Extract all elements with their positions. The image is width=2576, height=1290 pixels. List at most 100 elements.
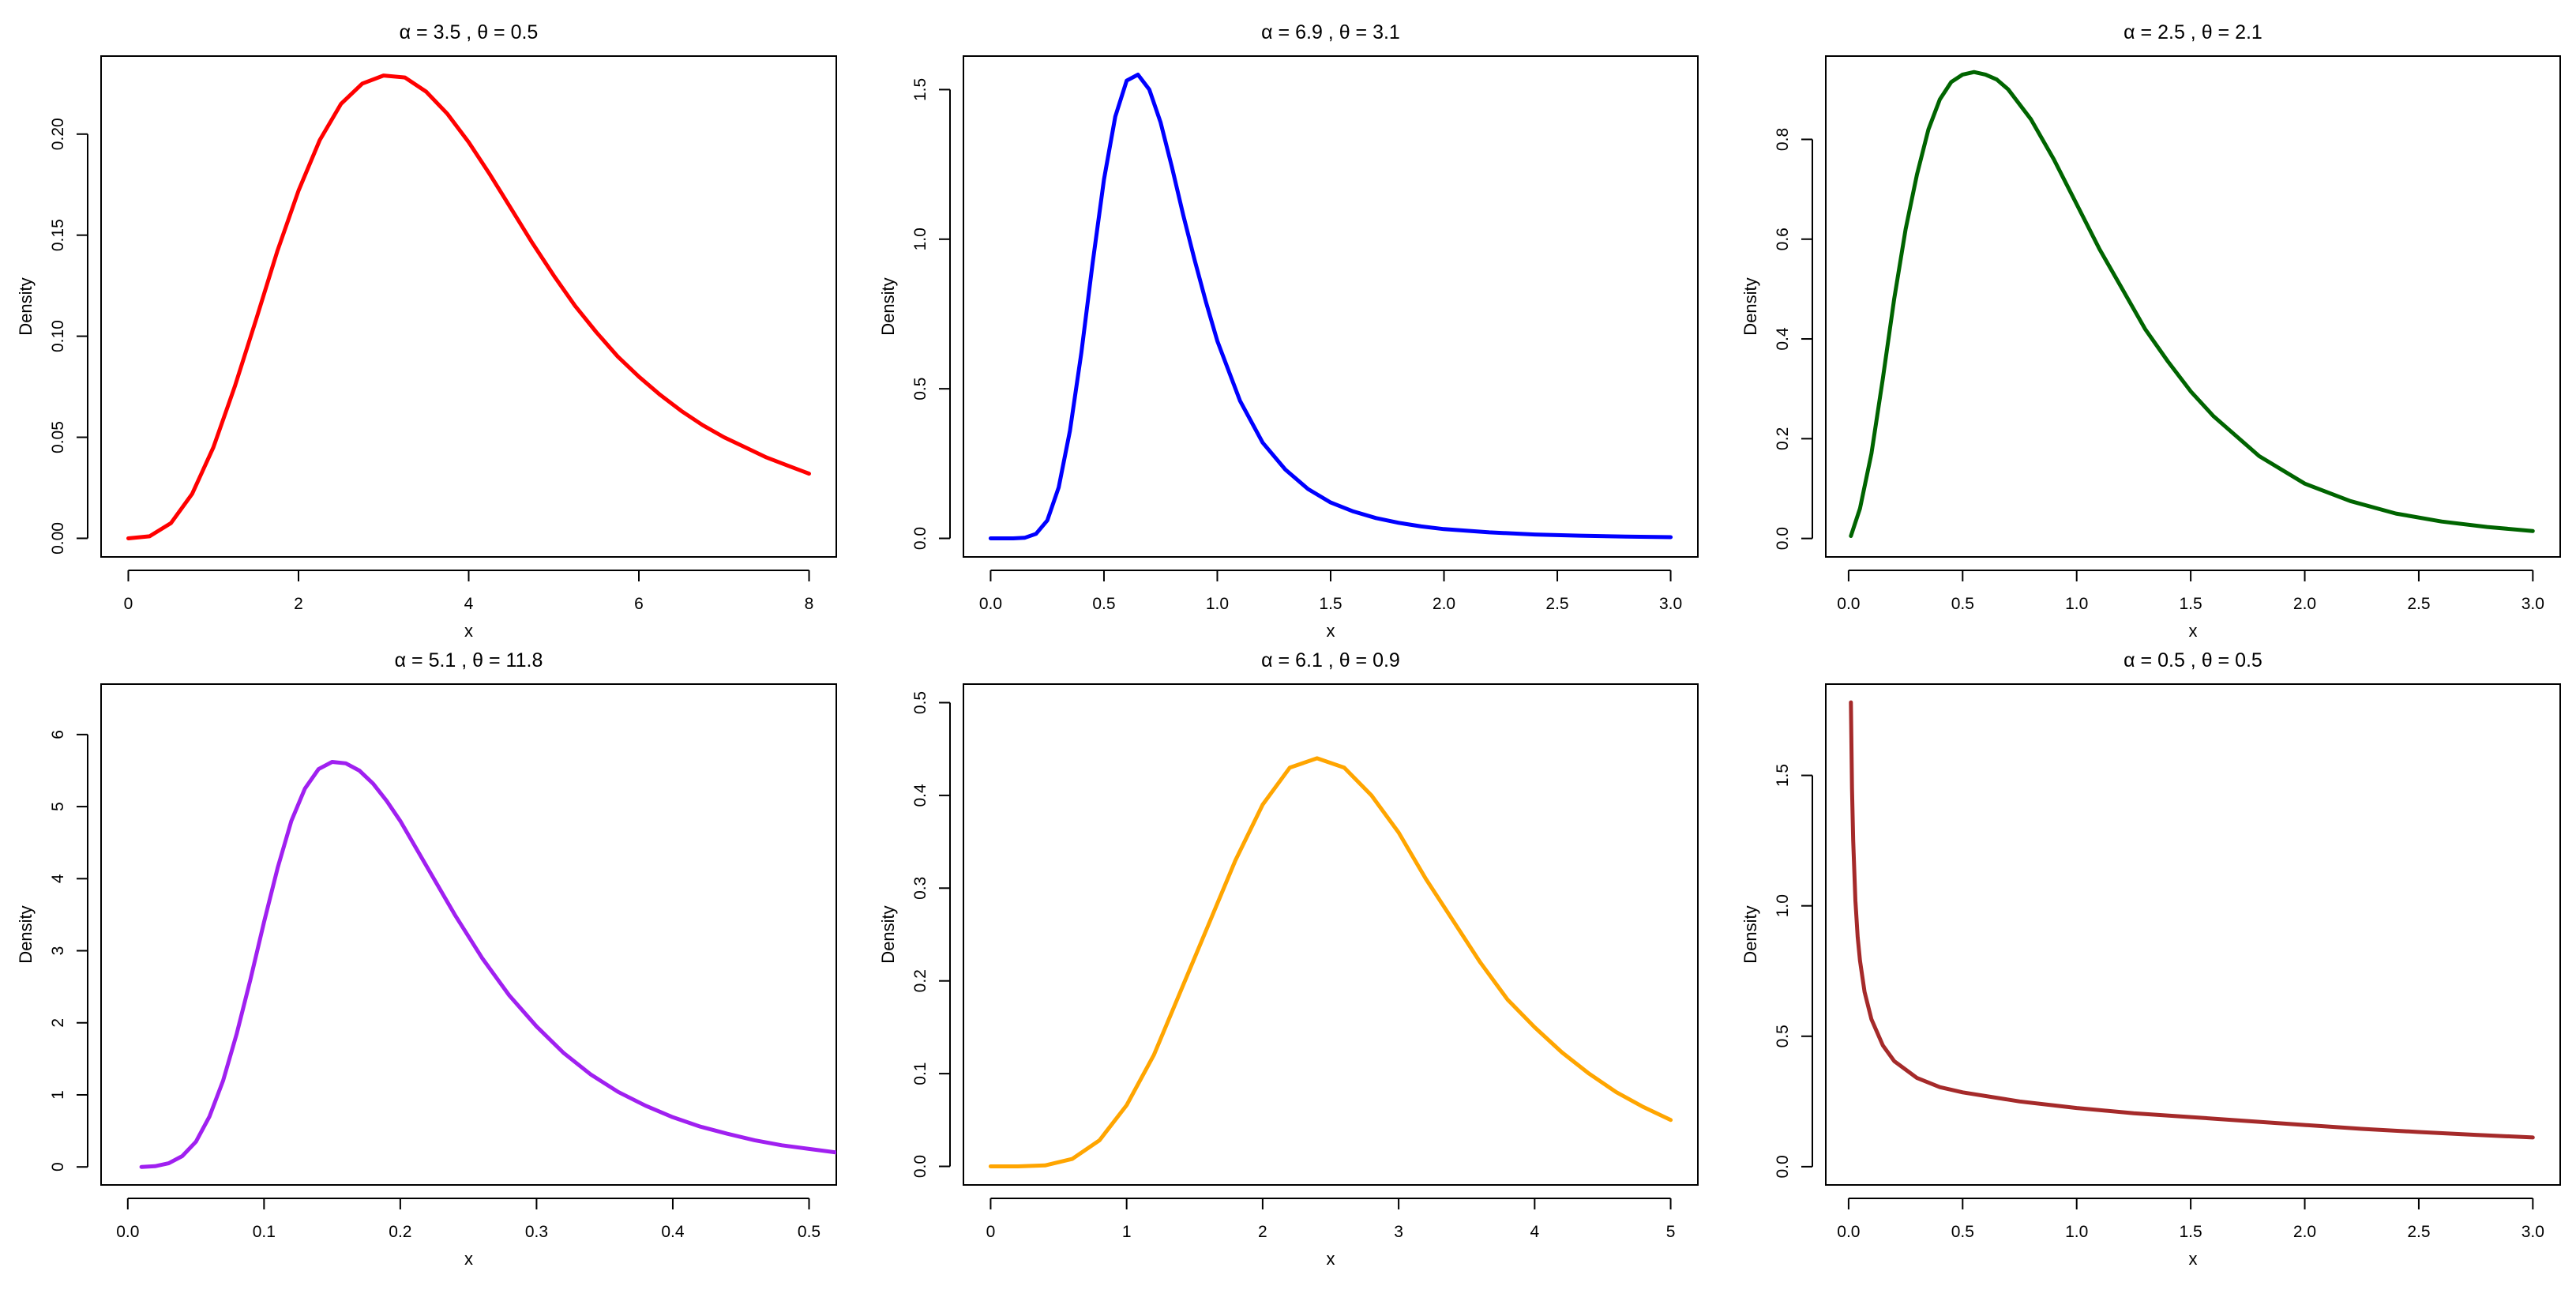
x-tick-label: 0 bbox=[124, 595, 133, 613]
x-axis-label: x bbox=[1327, 1249, 1335, 1269]
panel-2: 0.0 0.5 1.0 1.5 2.0 2.5 3.0 0.0 0.5 1.0 1.5 α = 6.9… bbox=[878, 21, 1699, 641]
plot-frame bbox=[963, 55, 1699, 558]
y-tick-label: 0.5 bbox=[1774, 1025, 1792, 1047]
y-tick-label: 3 bbox=[49, 946, 67, 956]
panel-3: 0.0 0.5 1.0 1.5 2.0 2.5 3.0 0.0 0.2 0.4 0.6 0.8 α = … bbox=[1740, 21, 2561, 641]
y-tick-label: 0.0 bbox=[1774, 1155, 1792, 1178]
y-axis-label: Density bbox=[1740, 277, 1760, 335]
x-tick-label: 3.0 bbox=[1659, 595, 1682, 613]
x-axis-label: x bbox=[464, 1249, 473, 1269]
y-tick-label: 0.4 bbox=[911, 784, 929, 807]
y-tick-label: 0.2 bbox=[911, 969, 929, 992]
y-tick-label: 4 bbox=[49, 874, 67, 883]
x-tick-label: 3 bbox=[1394, 1223, 1403, 1241]
x-tick-label: 0.0 bbox=[1837, 1223, 1860, 1241]
y-tick-label: 1.5 bbox=[1774, 764, 1792, 787]
y-tick-label: 0.1 bbox=[911, 1062, 929, 1085]
x-tick-label: 1.0 bbox=[2065, 1223, 2088, 1241]
x-tick-label: 4 bbox=[464, 595, 474, 613]
panel-5: 0 1 2 3 4 5 0.0 0.1 0.2 0.3 0.4 0.5 α = 6.1 , θ = 0.… bbox=[878, 649, 1699, 1269]
x-tick-label: 2.0 bbox=[2293, 595, 2316, 613]
x-tick-label: 0.2 bbox=[389, 1223, 411, 1241]
x-tick-label: 0.5 bbox=[1092, 595, 1115, 613]
x-tick-label: 2.5 bbox=[1545, 595, 1568, 613]
x-tick-label: 0.5 bbox=[1951, 1223, 1974, 1241]
x-tick-label: 2 bbox=[294, 595, 303, 613]
x-tick-label: 2.0 bbox=[1433, 595, 1455, 613]
x-tick-label: 0.0 bbox=[979, 595, 1002, 613]
x-tick-label: 1.5 bbox=[2180, 1223, 2202, 1241]
x-tick-label: 2 bbox=[1258, 1223, 1267, 1241]
plot-frame bbox=[1825, 683, 2561, 1186]
y-axis-label: Density bbox=[1740, 905, 1760, 963]
plot-frame bbox=[100, 683, 837, 1186]
x-tick-label: 1 bbox=[1122, 1223, 1132, 1241]
chart-title: α = 2.5 , θ = 2.1 bbox=[2124, 21, 2262, 43]
chart-title: α = 6.1 , θ = 0.9 bbox=[1261, 649, 1400, 671]
y-tick-label: 0.8 bbox=[1774, 128, 1792, 151]
x-tick-label: 0.5 bbox=[1951, 595, 1974, 613]
y-axis-label: Density bbox=[16, 277, 36, 335]
plot-frame bbox=[100, 55, 837, 558]
x-tick-label: 0.4 bbox=[661, 1223, 685, 1241]
x-axis-label: x bbox=[464, 621, 473, 641]
density-curve bbox=[1849, 70, 2535, 538]
x-tick-label: 2.5 bbox=[2407, 1223, 2430, 1241]
density-curve bbox=[1849, 700, 2535, 1140]
x-tick-label: 4 bbox=[1530, 1223, 1539, 1241]
x-tick-label: 0.0 bbox=[1837, 595, 1860, 613]
x-tick-label: 0 bbox=[986, 1223, 996, 1241]
y-tick-label: 0.00 bbox=[49, 522, 67, 555]
density-curve bbox=[126, 73, 811, 540]
density-curve bbox=[139, 760, 836, 1169]
y-tick-label: 0.15 bbox=[49, 219, 67, 251]
y-tick-label: 2 bbox=[49, 1018, 67, 1028]
x-tick-label: 0.1 bbox=[253, 1223, 276, 1241]
y-tick-label: 0.10 bbox=[49, 320, 67, 352]
x-axis-label: x bbox=[2189, 1249, 2198, 1269]
y-tick-label: 0.05 bbox=[49, 421, 67, 453]
x-tick-label: 5 bbox=[1666, 1223, 1676, 1241]
chart-title: α = 6.9 , θ = 3.1 bbox=[1261, 21, 1400, 43]
density-curve bbox=[988, 73, 1673, 540]
x-tick-label: 3.0 bbox=[2522, 595, 2544, 613]
x-tick-label: 1.5 bbox=[1319, 595, 1342, 613]
y-tick-label: 0.0 bbox=[1774, 527, 1792, 550]
plot-frame bbox=[1825, 55, 2561, 558]
y-tick-label: 0.20 bbox=[49, 118, 67, 150]
y-tick-label: 1 bbox=[49, 1090, 67, 1100]
y-tick-label: 0.6 bbox=[1774, 228, 1792, 250]
chart-title: α = 5.1 , θ = 11.8 bbox=[395, 649, 543, 671]
y-tick-label: 1.0 bbox=[911, 228, 929, 250]
x-tick-label: 8 bbox=[805, 595, 814, 613]
y-tick-label: 0.0 bbox=[911, 1155, 929, 1178]
chart-title: α = 3.5 , θ = 0.5 bbox=[400, 21, 539, 43]
y-tick-label: 1.5 bbox=[911, 78, 929, 101]
y-tick-label: 1.0 bbox=[1774, 894, 1792, 917]
x-axis-label: x bbox=[2189, 621, 2198, 641]
y-tick-label: 0.5 bbox=[911, 378, 929, 401]
x-tick-label: 2.5 bbox=[2407, 595, 2430, 613]
x-tick-label: 0.5 bbox=[798, 1223, 820, 1241]
x-tick-label: 2.0 bbox=[2293, 1223, 2316, 1241]
panel-6: 0.0 0.5 1.0 1.5 2.0 2.5 3.0 0.0 0.5 1.0 1.5 α = 0.5… bbox=[1740, 649, 2561, 1269]
y-axis-label: Density bbox=[16, 905, 36, 963]
density-curve bbox=[988, 756, 1673, 1168]
x-tick-label: 1.0 bbox=[1206, 595, 1229, 613]
panel-4: 0.0 0.1 0.2 0.3 0.4 0.5 0 1 2 3 4 5 6 α = 5.1 , θ = 1… bbox=[16, 649, 837, 1269]
y-tick-label: 0.5 bbox=[911, 691, 929, 714]
panel-1: 0 2 4 6 8 0.00 0.05 0.10 0.15 0.20 α = 3.5 , θ = 0… bbox=[16, 21, 837, 641]
y-tick-label: 0.3 bbox=[911, 877, 929, 900]
chart-title: α = 0.5 , θ = 0.5 bbox=[2124, 649, 2262, 671]
plot-frame bbox=[963, 683, 1699, 1186]
x-tick-label: 1.0 bbox=[2065, 595, 2088, 613]
x-tick-label: 0.3 bbox=[525, 1223, 548, 1241]
x-tick-label: 6 bbox=[634, 595, 644, 613]
x-tick-label: 1.5 bbox=[2180, 595, 2202, 613]
x-tick-label: 3.0 bbox=[2522, 1223, 2544, 1241]
y-tick-label: 6 bbox=[49, 730, 67, 739]
y-axis-label: Density bbox=[878, 277, 898, 335]
y-tick-label: 0.2 bbox=[1774, 427, 1792, 450]
y-tick-label: 5 bbox=[49, 802, 67, 811]
